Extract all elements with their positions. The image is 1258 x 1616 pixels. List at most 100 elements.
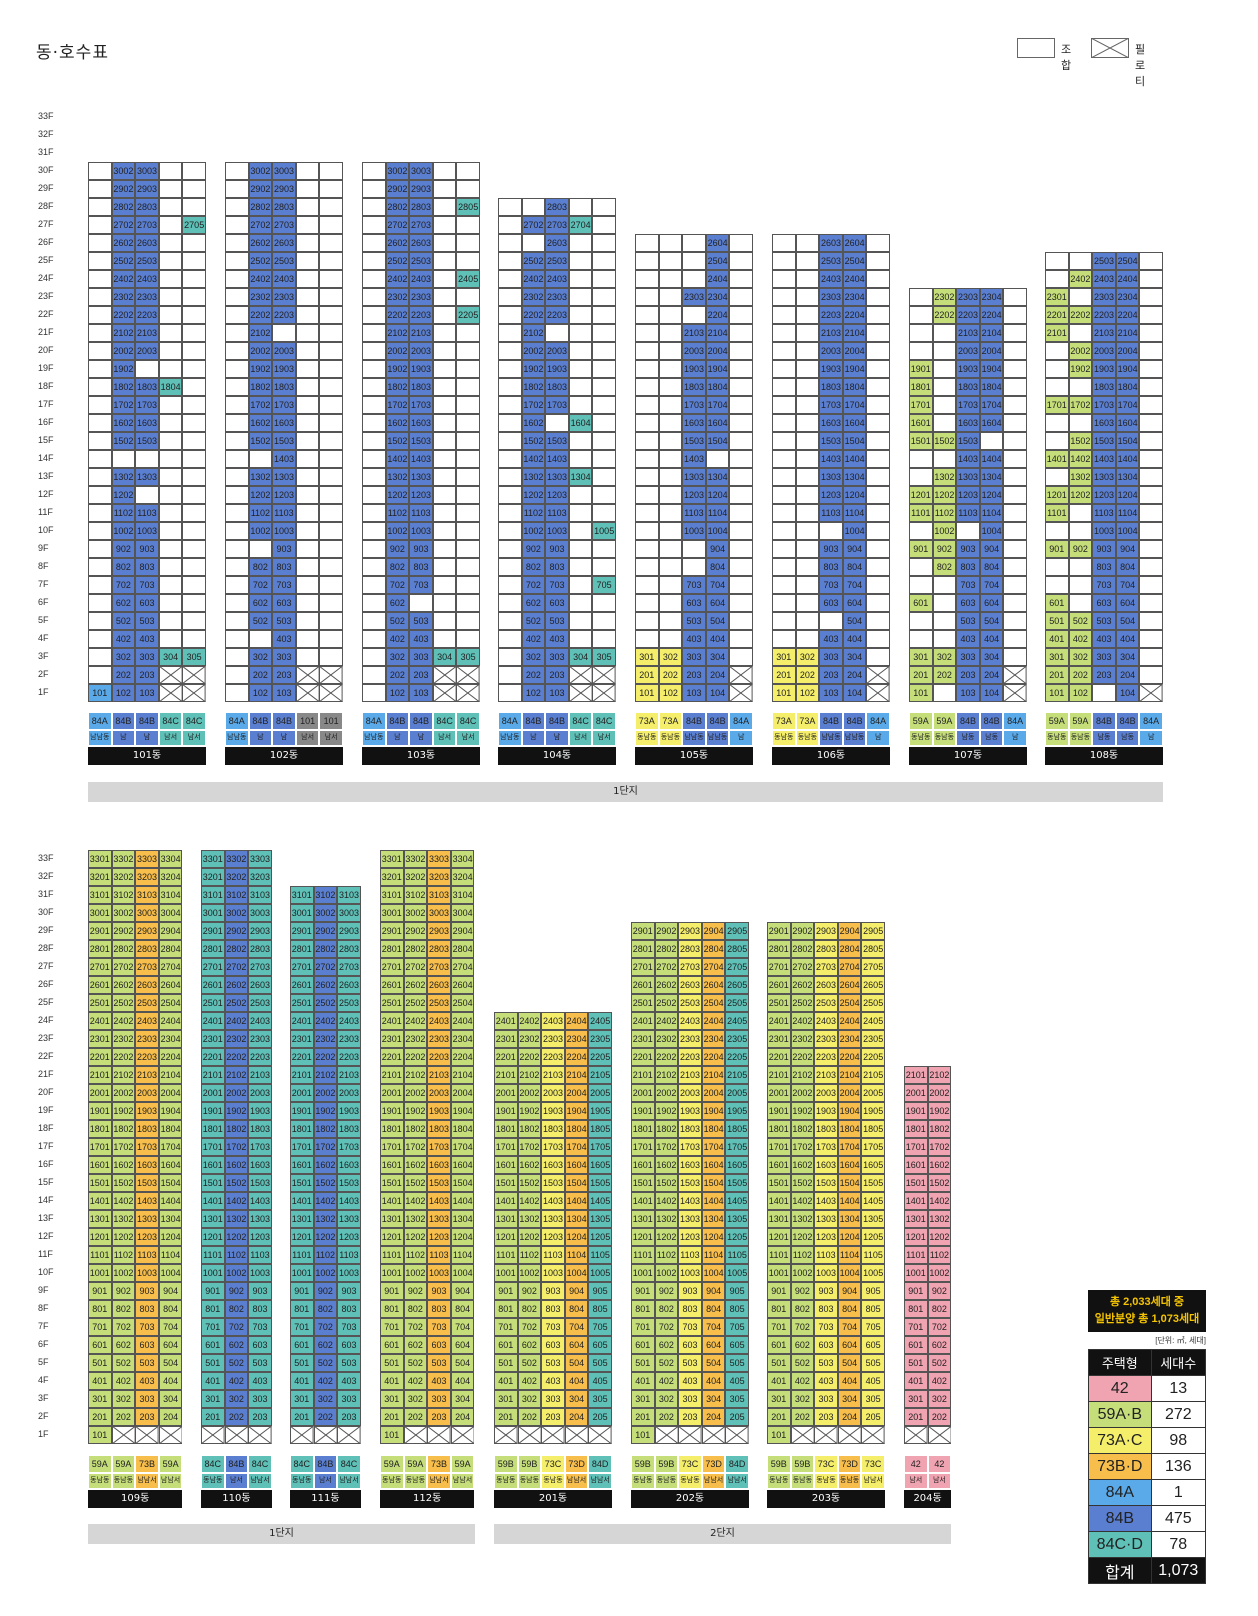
unit-cell: 2902 [385,180,410,198]
summary-unit-note: [단위: ㎡, 세대] [1155,1336,1206,1345]
unit-cell: 3203 [135,868,159,886]
unit-cell: 1303 [819,468,843,486]
unit-cell: 1103 [819,504,843,522]
unit-cell: 1701 [201,1138,225,1156]
unit-cell [456,360,480,378]
unit-cell [1068,252,1093,270]
unit-cell [225,324,249,342]
unit-cell: 2302 [313,1030,338,1048]
unit-cell: 2204 [842,306,867,324]
unit-cell [295,414,320,432]
unit-cell: 2102 [790,1066,815,1084]
unit-cell [658,360,683,378]
unit-cell: 803 [135,558,159,576]
unit-direction-label: 남서 [592,730,616,746]
unit-cell: 601 [767,1336,791,1354]
piloti-cell [790,1426,815,1444]
unit-cell: 2203 [135,1048,159,1066]
unit-cell: 1802 [385,378,410,396]
unit-direction-label: 남남동 [682,730,706,746]
unit-type-label: 84B [409,712,433,730]
unit-cell: 3103 [427,886,451,904]
unit-cell [456,432,480,450]
unit-cell: 1503 [248,1174,272,1192]
unit-cell: 2602 [313,976,338,994]
unit-cell: 1001 [494,1264,518,1282]
unit-cell [772,270,796,288]
unit-cell: 801 [290,1300,314,1318]
unit-cell: 3304 [158,850,183,868]
unit-cell [225,396,249,414]
unit-cell: 503 [337,1354,361,1372]
unit-cell: 802 [932,558,957,576]
unit-cell: 1504 [705,432,730,450]
unit-cell: 2703 [248,958,272,976]
unit-cell: 1702 [111,396,136,414]
unit-cell: 2205 [725,1048,749,1066]
unit-cell [456,522,480,540]
unit-cell: 1401 [904,1192,928,1210]
unit-direction-label: 동남동 [1068,730,1093,746]
unit-cell [932,396,957,414]
unit-cell: 1705 [588,1138,612,1156]
unit-cell: 2002 [1068,342,1093,360]
unit-cell [866,576,890,594]
unit-cell: 2003 [956,342,980,360]
unit-direction-label: 동남동 [795,730,820,746]
floor-label-r2: 24F [38,1015,54,1025]
unit-cell [225,630,249,648]
unit-direction-label: 남남서 [427,1473,451,1489]
unit-cell [909,306,933,324]
unit-cell: 803 [409,558,433,576]
unit-cell: 2502 [790,994,815,1012]
unit-cell [795,612,820,630]
summary-type-2: 73A·C [1088,1427,1152,1454]
unit-cell: 803 [248,1300,272,1318]
unit-cell: 1302 [790,1210,815,1228]
unit-cell: 1602 [790,1156,815,1174]
unit-cell: 2004 [979,342,1004,360]
unit-cell: 2104 [837,1066,862,1084]
unit-cell: 1801 [767,1120,791,1138]
unit-cell [88,522,112,540]
unit-cell: 2003 [337,1084,361,1102]
unit-cell: 2504 [842,252,867,270]
unit-cell [319,594,343,612]
unit-cell: 2102 [654,1066,679,1084]
unit-cell [498,288,522,306]
summary-count-1: 272 [1150,1401,1207,1428]
unit-cell: 902 [521,540,546,558]
unit-cell: 802 [517,1300,542,1318]
floor-label-r1: 1F [38,687,49,697]
unit-cell: 103 [956,684,980,702]
unit-cell: 504 [158,1354,183,1372]
unit-cell: 103 [819,684,843,702]
unit-cell: 1103 [135,504,159,522]
unit-cell [635,486,659,504]
unit-cell: 1202 [932,486,957,504]
unit-cell: 801 [767,1300,791,1318]
unit-cell [1139,342,1163,360]
unit-cell: 3104 [158,886,183,904]
unit-cell: 2102 [111,324,136,342]
unit-cell: 802 [111,558,136,576]
unit-cell: 703 [541,1318,565,1336]
unit-cell: 702 [248,576,273,594]
unit-cell: 3301 [201,850,225,868]
unit-cell [432,216,457,234]
unit-type-label: 84B [705,712,730,730]
unit-cell [272,324,296,342]
unit-cell: 2002 [517,1084,542,1102]
unit-cell: 202 [111,666,136,684]
unit-cell: 104 [979,684,1004,702]
unit-cell: 902 [313,1282,338,1300]
unit-cell: 2201 [201,1048,225,1066]
unit-cell: 2104 [979,324,1004,342]
unit-cell: 1502 [932,432,957,450]
unit-cell [729,306,753,324]
unit-cell: 201 [904,1408,928,1426]
unit-cell [772,306,796,324]
unit-cell: 1004 [158,1264,183,1282]
unit-cell [456,486,480,504]
unit-cell [729,558,753,576]
